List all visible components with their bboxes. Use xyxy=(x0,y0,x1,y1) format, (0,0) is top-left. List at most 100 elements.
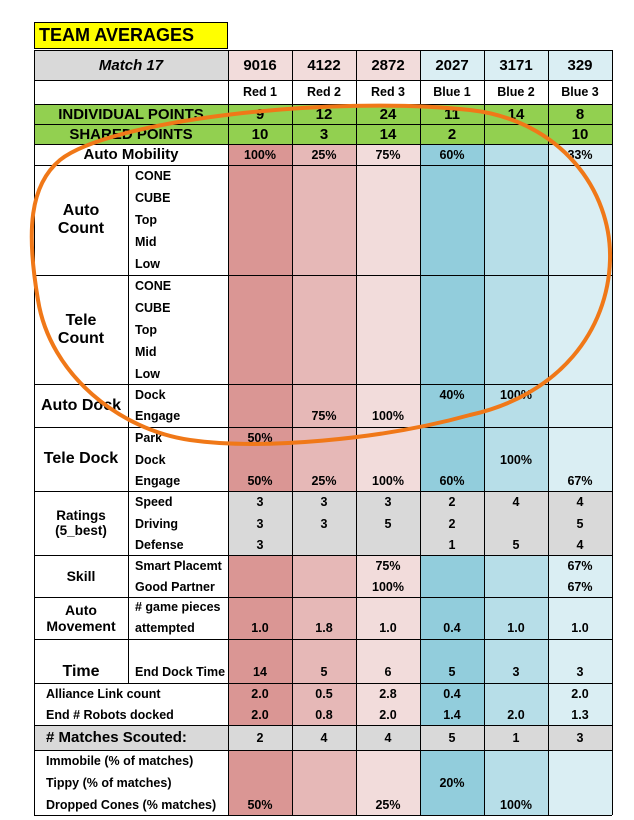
group-label-line: Tele xyxy=(65,311,97,329)
value-cell: 5 xyxy=(448,664,456,679)
value-cell: 3 xyxy=(576,664,584,679)
grid-line xyxy=(34,597,612,598)
value-cell: 6 xyxy=(384,664,392,679)
row-label: CONE xyxy=(135,169,172,183)
grid-line xyxy=(34,815,612,816)
row-label: Alliance Link count xyxy=(46,686,161,701)
value-cell: 1.4 xyxy=(443,707,461,722)
team-header-bg xyxy=(356,50,420,80)
value-cell: 4 xyxy=(320,730,328,745)
value-cell: 14 xyxy=(507,105,525,123)
skill-group: Skill xyxy=(66,568,96,584)
team-header-bg xyxy=(292,50,356,80)
value-cell: 9 xyxy=(255,105,265,123)
row-label: Low xyxy=(135,366,160,381)
grid-line xyxy=(34,384,612,385)
value-cell: 3 xyxy=(512,664,520,679)
grid-line xyxy=(34,275,612,276)
row-label: Mid xyxy=(135,235,157,249)
row-label: CUBE xyxy=(135,191,171,205)
value-cell: 0.5 xyxy=(315,686,333,701)
row-label: Dock xyxy=(135,387,166,402)
value-cell: 8 xyxy=(575,105,585,123)
value-cell: 3 xyxy=(319,125,329,143)
grid-line xyxy=(34,50,612,51)
value-cell: 1.0 xyxy=(251,621,269,635)
tele-count-group: Tele Count xyxy=(34,275,128,384)
row-label: Speed xyxy=(135,495,173,509)
team-position: Red 1 xyxy=(242,85,278,99)
value-cell: 50% xyxy=(247,431,273,445)
team-header-bg xyxy=(228,50,292,80)
value-cell: 14 xyxy=(379,125,397,143)
value-cell: 3 xyxy=(320,516,328,531)
grid-line xyxy=(128,427,129,491)
grid-line xyxy=(34,725,612,726)
value-cell: 100% xyxy=(372,473,404,488)
value-cell: 3 xyxy=(320,495,328,509)
row-label: Low xyxy=(135,257,160,271)
grid-line xyxy=(228,104,612,105)
team-number: 329 xyxy=(567,56,593,74)
auto-dock-group: Auto Dock xyxy=(41,396,121,414)
value-cell: 20% xyxy=(439,776,465,790)
value-cell: 3 xyxy=(576,730,584,745)
value-cell: 33% xyxy=(567,147,593,162)
group-label-line: Movement xyxy=(46,618,116,634)
group-label-line: Auto xyxy=(65,602,97,618)
value-cell: 100% xyxy=(500,387,532,402)
value-cell: 100% xyxy=(372,579,404,594)
row-label: Auto Mobility xyxy=(83,146,179,163)
value-cell: 5 xyxy=(512,537,520,552)
team-position: Blue 1 xyxy=(433,85,471,99)
grid-line xyxy=(128,384,129,427)
row-label: # Matches Scouted: xyxy=(46,729,187,746)
grid-line xyxy=(34,639,612,640)
value-cell: 100% xyxy=(500,797,532,812)
auto-movement-group: Auto Movement xyxy=(34,597,128,639)
value-cell: 4 xyxy=(576,537,584,552)
value-cell: 10 xyxy=(251,125,269,143)
value-cell: 40% xyxy=(439,387,465,402)
value-cell: 1.8 xyxy=(315,621,333,635)
value-cell: 2.0 xyxy=(251,686,269,701)
value-cell: 67% xyxy=(567,579,593,594)
value-cell: 3 xyxy=(384,495,392,509)
value-cell: 2 xyxy=(448,495,456,509)
row-label: SHARED POINTS xyxy=(69,125,193,143)
value-cell: 67% xyxy=(567,558,593,573)
value-cell: 1 xyxy=(512,730,520,745)
grid-line xyxy=(128,491,129,555)
row-label: End # Robots docked xyxy=(46,707,174,722)
team-position: Blue 3 xyxy=(561,85,599,99)
value-cell: 1.3 xyxy=(571,707,589,722)
grid-line xyxy=(128,555,129,597)
value-cell: 3 xyxy=(256,516,264,531)
value-cell: 100% xyxy=(372,409,404,423)
row-label: Good Partner xyxy=(135,579,215,594)
row-label: Top xyxy=(135,213,157,227)
team-header-bg xyxy=(548,50,612,80)
team-number: 2872 xyxy=(371,56,405,74)
value-cell: 2.0 xyxy=(379,707,397,722)
group-label-line: Count xyxy=(57,220,105,237)
team-number: 4122 xyxy=(307,56,341,74)
value-cell: 5 xyxy=(576,516,584,531)
value-cell: 100% xyxy=(500,452,532,467)
row-label: Mid xyxy=(135,345,157,359)
value-cell: 50% xyxy=(247,473,273,488)
match-label: Match 17 xyxy=(98,56,164,74)
row-label: Immobile (% of matches) xyxy=(46,754,194,768)
value-cell: 25% xyxy=(311,147,337,162)
ratings-group: Ratings (5_best) xyxy=(34,491,128,555)
value-cell: 75% xyxy=(311,409,337,423)
group-label-line: Auto xyxy=(62,202,100,219)
value-cell: 14 xyxy=(253,664,267,679)
value-cell: 100% xyxy=(244,147,276,162)
row-label: Driving xyxy=(135,516,179,531)
group-label-line: Ratings xyxy=(56,508,106,523)
value-cell: 4 xyxy=(384,730,392,745)
value-cell: 50% xyxy=(247,797,273,812)
grid-line xyxy=(128,275,129,384)
